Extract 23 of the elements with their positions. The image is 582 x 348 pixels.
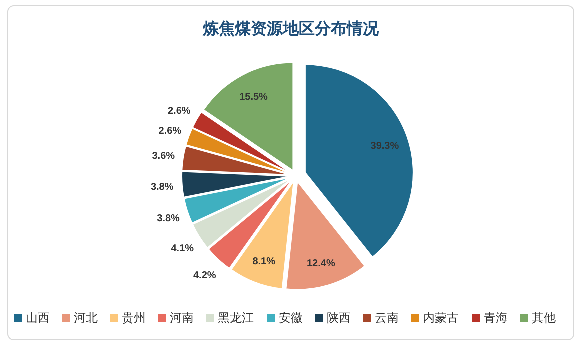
data-label: 3.8% xyxy=(150,182,174,194)
legend-label: 陕西 xyxy=(327,311,351,325)
data-label: 3.6% xyxy=(152,151,176,162)
legend-label: 青海 xyxy=(484,311,508,325)
legend-label: 黑龙江 xyxy=(218,311,254,325)
data-label: 2.6% xyxy=(158,126,182,137)
legend-label: 其他 xyxy=(532,311,556,325)
legend-label: 安徽 xyxy=(279,311,303,325)
data-label: 8.1% xyxy=(252,256,276,268)
legend-label: 山西 xyxy=(26,311,50,325)
legend-label: 内蒙古 xyxy=(423,311,459,325)
chart-title: 炼焦煤资源地区分布情况 xyxy=(202,20,380,38)
data-label: 12.4% xyxy=(306,258,336,270)
legend-label: 云南 xyxy=(375,311,399,325)
data-label: 39.3% xyxy=(370,140,400,152)
legend-label: 河北 xyxy=(74,311,98,325)
data-label: 4.1% xyxy=(171,243,194,254)
data-label: 3.8% xyxy=(157,213,180,224)
data-label: 15.5% xyxy=(240,92,268,104)
legend-label: 贵州 xyxy=(122,311,146,325)
legend-label: 河南 xyxy=(170,311,194,325)
data-label: 4.2% xyxy=(193,270,216,282)
data-label: 2.6% xyxy=(168,106,191,117)
